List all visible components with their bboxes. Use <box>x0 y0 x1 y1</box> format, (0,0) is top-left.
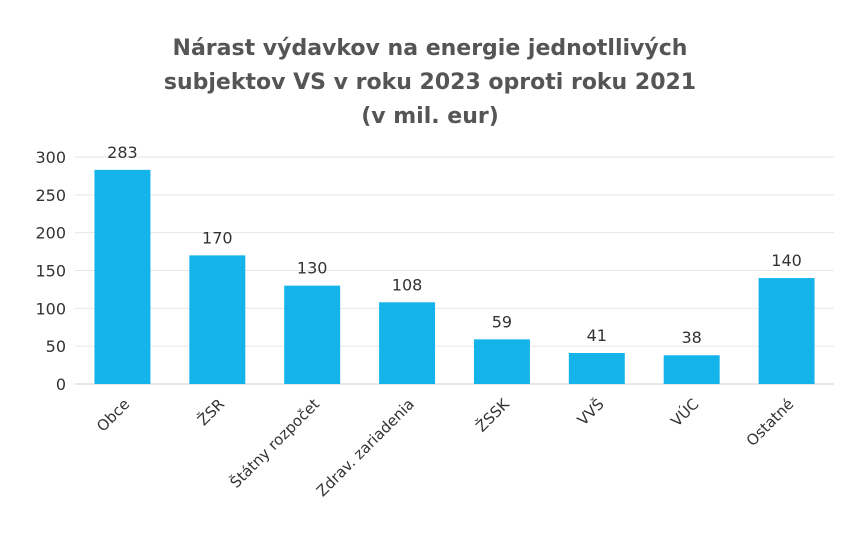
y-tick-label-300: 300 <box>35 148 66 167</box>
x-tick-label-4: Zdrav. zariadenia <box>313 395 418 500</box>
chart-title-line-2: subjektov VS v roku 2023 oproti roku 202… <box>164 70 696 95</box>
bar-1 <box>94 170 150 384</box>
chart-title: Nárast výdavkov na energie jednotllivých… <box>164 36 696 129</box>
chart-title-line-3: (v mil. eur) <box>361 104 499 129</box>
data-label-7: 38 <box>682 328 702 347</box>
x-tick-label-7: VÚC <box>667 394 703 430</box>
bar-4 <box>379 302 435 384</box>
y-axis-ticks: 0 50 100 150 200 250 300 <box>35 148 66 394</box>
data-label-3: 130 <box>297 259 328 278</box>
data-label-1: 283 <box>107 143 138 162</box>
data-label-4: 108 <box>392 275 423 294</box>
x-tick-label-3: Štátny rozpočet <box>226 394 323 491</box>
x-tick-label-1: Obce <box>93 395 133 435</box>
x-tick-label-2: ŽSR <box>193 394 228 429</box>
data-label-5: 59 <box>492 312 512 331</box>
bar-2 <box>189 255 245 384</box>
grid-lines <box>75 157 834 384</box>
data-label-8: 140 <box>771 251 802 270</box>
y-tick-label-250: 250 <box>35 186 66 205</box>
data-label-6: 41 <box>587 326 607 345</box>
chart-title-line-1: Nárast výdavkov na energie jednotllivých <box>173 36 688 61</box>
y-tick-label-100: 100 <box>35 299 66 318</box>
y-tick-label-150: 150 <box>35 262 66 281</box>
bar-6 <box>569 353 625 384</box>
x-tick-label-6: VVŠ <box>573 394 608 429</box>
x-tick-label-5: ŽSSK <box>472 394 514 436</box>
y-tick-label-0: 0 <box>56 375 66 394</box>
bar-3 <box>284 286 340 384</box>
bar-7 <box>664 355 720 384</box>
bar-5 <box>474 339 530 384</box>
data-label-2: 170 <box>202 228 233 247</box>
bars <box>94 170 814 384</box>
x-tick-label-8: Ostatné <box>743 395 798 450</box>
y-tick-label-50: 50 <box>46 337 66 356</box>
bar-8 <box>759 278 815 384</box>
y-tick-label-200: 200 <box>35 224 66 243</box>
